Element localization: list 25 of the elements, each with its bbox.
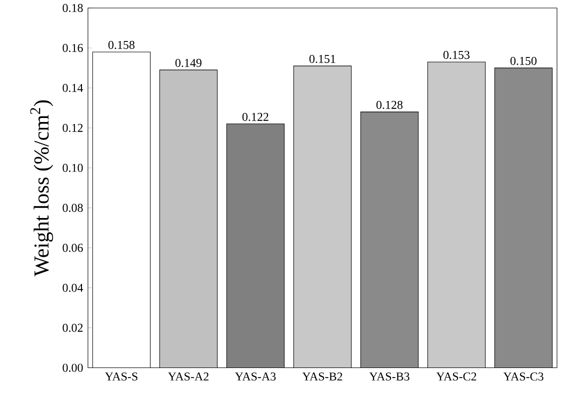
- data-label: 0.158: [108, 40, 134, 49]
- y-tick-label: 0.18: [62, 4, 83, 12]
- data-label: 0.149: [175, 58, 202, 67]
- y-tick-label: 0.06: [62, 244, 83, 252]
- x-tick-label: YAS-S: [104, 372, 138, 380]
- data-label: 0.151: [309, 54, 336, 63]
- y-tick-label: 0.10: [62, 164, 83, 172]
- data-label: 0.153: [443, 50, 470, 59]
- y-tick-label: 0.14: [62, 84, 84, 92]
- y-tick-label: 0.16: [62, 44, 83, 52]
- y-axis-title: Weight loss (%/cm$^{2}$): [30, 100, 54, 276]
- x-tick-label: YAS-C3: [503, 372, 544, 380]
- y-tick-label: 0.00: [62, 363, 83, 372]
- data-label: 0.150: [510, 56, 537, 65]
- x-tick-label: YAS-B2: [302, 372, 342, 380]
- x-tick-label: YAS-A2: [168, 372, 208, 380]
- data-label: 0.128: [376, 100, 403, 109]
- x-tick-label: YAS-B3: [369, 372, 410, 380]
- data-label: 0.122: [242, 112, 268, 121]
- x-tick-label: YAS-C2: [436, 372, 476, 380]
- y-tick-label: 0.04: [62, 284, 84, 292]
- x-tick-label: YAS-A3: [234, 372, 276, 380]
- y-tick-label: 0.02: [62, 324, 83, 332]
- y-tick-label: 0.12: [62, 124, 83, 132]
- y-tick-label: 0.08: [62, 204, 83, 212]
